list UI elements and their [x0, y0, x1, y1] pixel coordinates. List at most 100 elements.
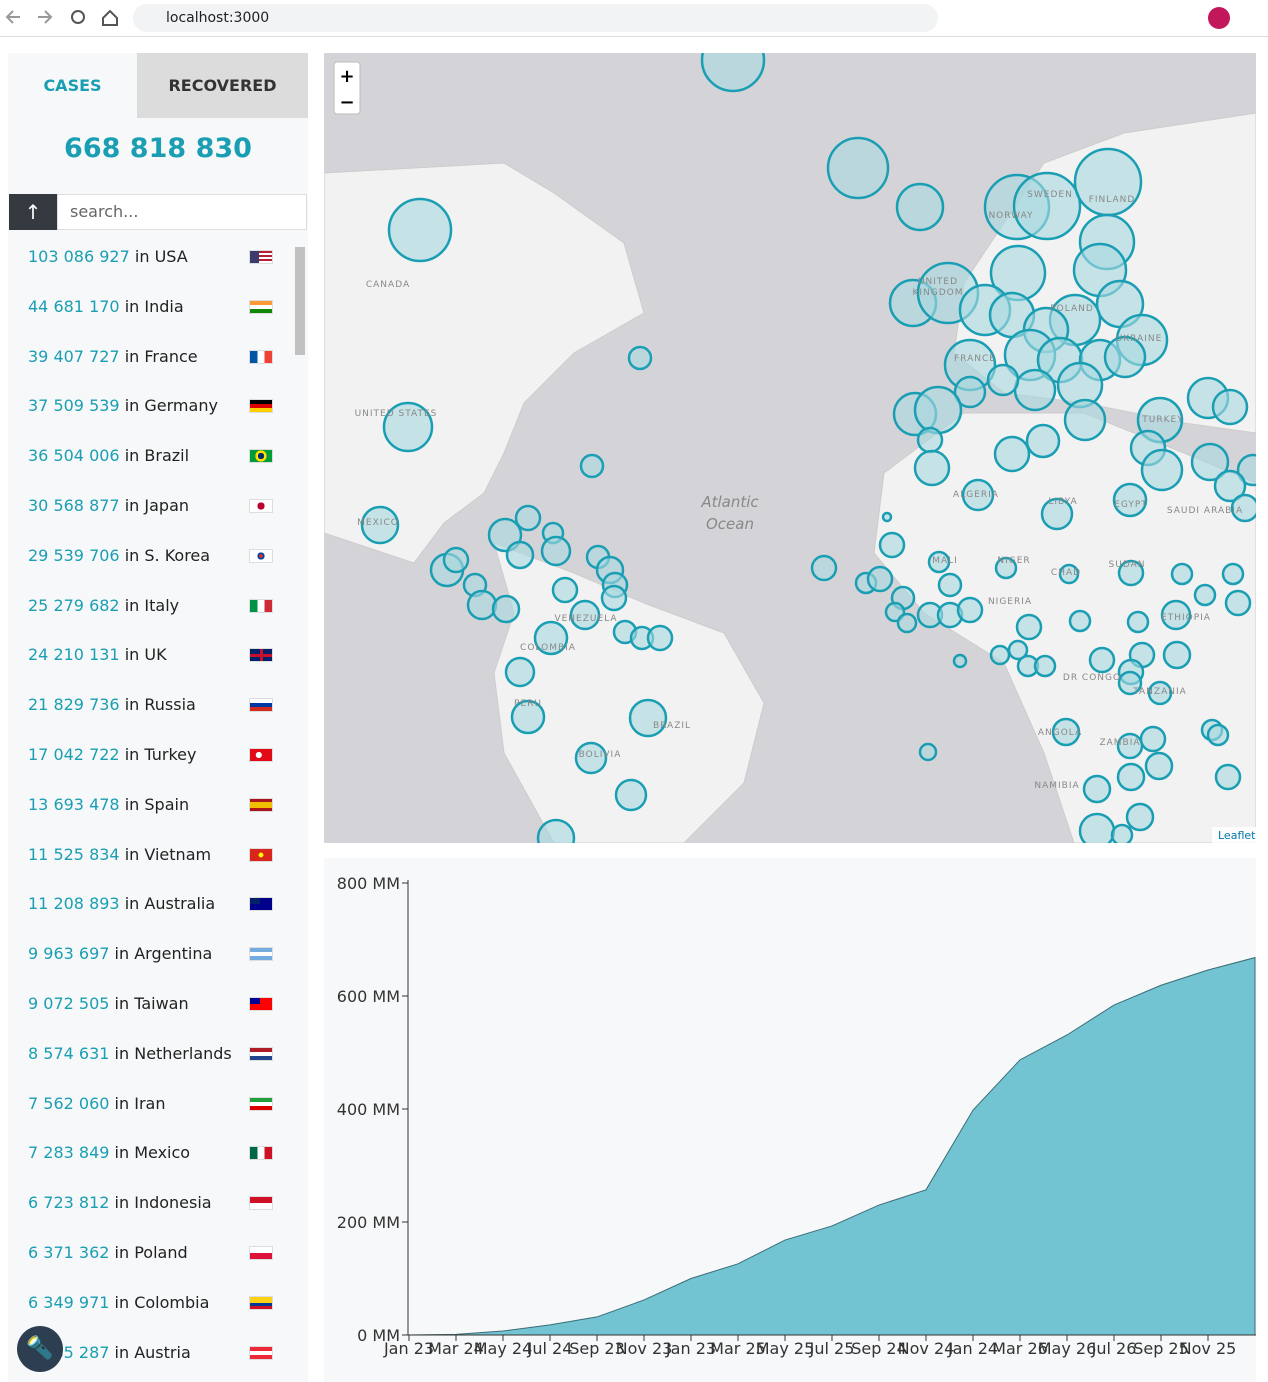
case-circle — [514, 504, 542, 532]
map-label: POLAND — [1050, 304, 1094, 314]
map-label: NIGER — [997, 556, 1030, 566]
flag — [249, 997, 273, 1011]
connector: in — [124, 844, 140, 864]
case-circle — [1112, 482, 1148, 518]
map[interactable]: CANADA UNITED STATES MEXICO Atlantic Ocean VE… — [324, 53, 1256, 843]
zoom-in[interactable]: + — [339, 66, 354, 87]
country-row[interactable]: 21 829 736 in Russia — [28, 680, 278, 730]
case-circle — [1012, 171, 1082, 241]
sort-button[interactable]: ↑ — [9, 194, 57, 230]
connector: in — [124, 595, 140, 615]
connector: in — [124, 794, 140, 814]
connector: in — [124, 695, 140, 715]
country-row[interactable]: 6 723 812 in Indonesia — [28, 1178, 278, 1228]
case-circle — [1170, 562, 1194, 586]
country-row[interactable]: 7 283 849 in Mexico — [28, 1128, 278, 1178]
country-row[interactable]: 6 371 362 in Poland — [28, 1228, 278, 1278]
case-circle — [826, 136, 890, 200]
x-tick-label: Jan 23 — [383, 1339, 434, 1358]
map-label: NAMIBIA — [1034, 781, 1079, 791]
country-row[interactable]: 8 574 631 in Netherlands — [28, 1029, 278, 1079]
y-tick-label: 200 MM — [337, 1213, 400, 1232]
country-row[interactable]: 103 086 927 in USA — [28, 232, 278, 282]
country-row[interactable]: 17 042 722 in Turkey — [28, 730, 278, 780]
case-circle — [956, 596, 984, 624]
country-row[interactable]: 6 349 971 in Colombia — [28, 1278, 278, 1328]
country-row[interactable]: 44 681 170 in India — [28, 282, 278, 332]
scrollbar[interactable] — [295, 247, 305, 355]
map-label: LIBYA — [1048, 497, 1077, 507]
country-row[interactable]: 36 504 006 in Brazil — [28, 431, 278, 481]
help-button[interactable]: 🔦 — [17, 1326, 63, 1372]
country-name: Mexico — [134, 1143, 191, 1163]
country-row[interactable]: 9 072 505 in Taiwan — [28, 979, 278, 1029]
x-tick-label: May 24 — [474, 1339, 533, 1358]
flag — [249, 1196, 273, 1211]
country-name: USA — [154, 247, 188, 266]
x-tick-label: Jul 26 — [1091, 1339, 1137, 1358]
flag — [249, 698, 273, 713]
map-label: FRANCE — [954, 354, 996, 364]
country-row[interactable]: 7 562 060 in Iran — [28, 1079, 278, 1129]
country-cases: 13 693 478 — [28, 794, 120, 814]
connector: in — [124, 346, 140, 366]
country-row[interactable]: 9 963 697 in Argentina — [28, 929, 278, 979]
country-row[interactable]: 39 407 727 in France — [28, 332, 278, 382]
x-tick-label: Mar 25 — [710, 1339, 766, 1358]
attribution[interactable]: Leaflet — [1218, 829, 1256, 842]
case-circle — [466, 589, 498, 621]
flag — [249, 598, 273, 613]
map-label: TANZANIA — [1132, 687, 1187, 697]
country-row[interactable]: 30 568 877 in Japan — [28, 481, 278, 531]
map-label: FINLAND — [1089, 195, 1136, 205]
profile[interactable] — [1208, 7, 1230, 29]
flag — [249, 797, 273, 812]
country-cases: 7 283 849 — [28, 1143, 110, 1163]
zoom-out[interactable]: − — [339, 92, 354, 113]
flag — [249, 399, 273, 414]
country-cases: 7 562 060 — [28, 1093, 110, 1113]
search-input[interactable]: search... — [57, 194, 307, 230]
country-row[interactable]: 25 279 682 in Italy — [28, 581, 278, 631]
country-row[interactable]: 11 525 834 in Vietnam — [28, 830, 278, 880]
case-circle — [504, 656, 536, 688]
map-label: NIGERIA — [988, 597, 1032, 607]
case-circle — [1213, 469, 1247, 503]
country-row[interactable]: 13 693 478 in Spain — [28, 780, 278, 830]
case-circle — [1110, 823, 1134, 843]
url-bar[interactable]: localhost:3000 — [133, 4, 938, 32]
tab-recovered[interactable]: RECOVERED — [137, 53, 308, 118]
connector: in — [124, 645, 140, 665]
country-row[interactable]: 29 539 706 in S. Korea — [28, 531, 278, 581]
case-circle — [1051, 717, 1081, 747]
case-circle — [1088, 646, 1116, 674]
flag — [249, 349, 273, 364]
country-row[interactable]: 24 210 131 in UK — [28, 630, 278, 680]
case-circle — [953, 375, 987, 409]
case-circle — [387, 197, 453, 263]
case-circle — [913, 385, 963, 435]
map-label: UKRAINE — [1116, 334, 1163, 344]
connector: in — [124, 446, 140, 466]
case-circle — [896, 612, 918, 634]
case-circle — [1063, 398, 1107, 442]
case-circle — [1117, 670, 1143, 696]
flag — [249, 499, 273, 513]
case-circle — [1033, 654, 1057, 678]
country-list: 103 086 927 in USA 44 681 170 in India 39 … — [8, 231, 308, 1382]
country-row[interactable]: 11 208 893 in Australia — [28, 879, 278, 929]
map-label: NORWAY — [988, 211, 1033, 221]
flag — [249, 748, 273, 762]
tab-cases[interactable]: CASES — [8, 53, 137, 118]
flag — [249, 648, 273, 663]
case-circle — [1193, 583, 1217, 607]
connector: in — [114, 1292, 130, 1312]
country-row[interactable]: 37 509 539 in Germany — [28, 381, 278, 431]
case-circle — [1025, 423, 1061, 459]
country-row[interactable]: 6 085 287 in Austria — [28, 1328, 278, 1378]
country-name: UK — [144, 645, 167, 665]
case-circle — [533, 620, 569, 656]
case-circle — [442, 546, 470, 574]
country-cases: 17 042 722 — [28, 745, 120, 764]
connector: in — [114, 1243, 130, 1262]
